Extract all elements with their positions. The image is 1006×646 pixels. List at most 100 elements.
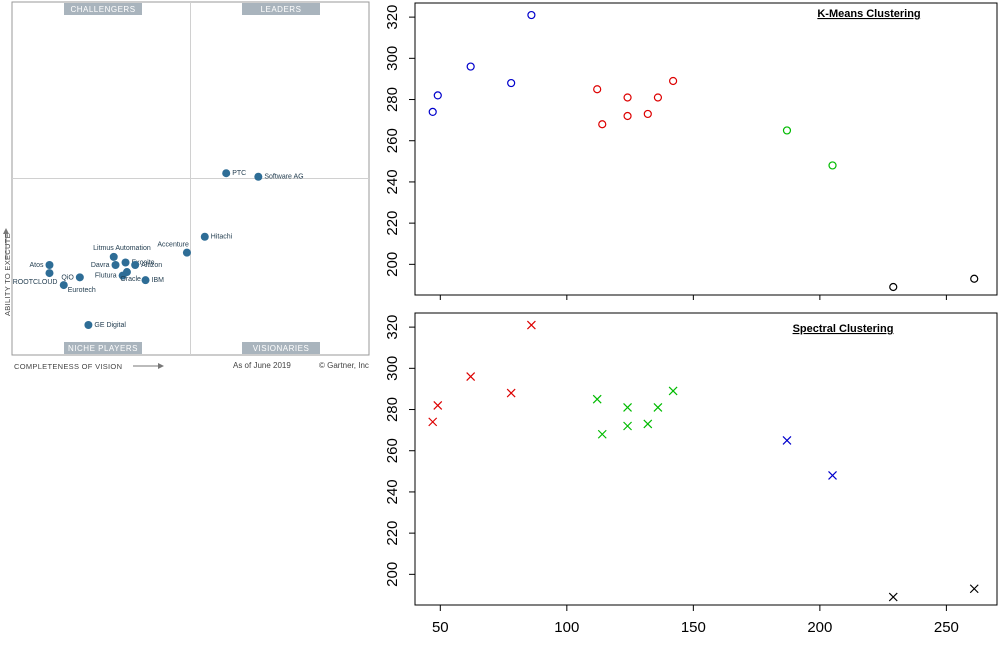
vendor-label-flutura: Flutura [95,273,117,280]
kmeans-y-tick-label: 320 [384,5,401,30]
vendor-point-oracle [122,268,131,277]
kmeans-y-tick-label: 280 [384,87,401,112]
vendor-point-rootcloud [45,269,54,278]
spectral-point-cluster-2 [668,386,678,396]
spectral-point-cluster-1 [526,320,536,330]
kmeans-point-cluster-1 [433,91,442,100]
kmeans-panel: K-Means Clustering 200 220 240 260 280 300 320 [384,2,998,300]
quadrant-label-visionaries: VISIONARIES [253,344,310,353]
vendor-point-hitachi [200,232,209,241]
kmeans-title: K-Means Clustering [817,8,920,20]
vendor-point-ge-digital [84,320,93,329]
spectral-y-tick-label: 300 [384,356,401,381]
vendor-point-litmus-automation [109,252,118,261]
mq-vendor-points: PTC Software AG Hitachi Accenture Litmus Aut… [13,169,304,329]
spectral-y-tick-label: 280 [384,397,401,422]
quadrant-badge-niche-players [64,342,142,354]
spectral-x-tick-label: 200 [807,619,832,636]
spectral-x-tick-label: 150 [681,619,706,636]
vendor-point-eurotech [59,281,68,290]
vendor-point-accenture [182,248,191,257]
spectral-point-cluster-1 [466,372,476,381]
spectral-x-tick-label: 250 [934,619,959,636]
quadrant-badge-leaders [242,3,320,15]
kmeans-point-cluster-2 [643,109,652,119]
quadrant-label-niche-players: NICHE PLAYERS [68,344,138,353]
spectral-plot-frame [414,312,998,606]
vendor-label-rootcloud: ROOTCLOUD [13,279,58,286]
quadrant-badge-challengers [64,3,142,15]
kmeans-point-cluster-2 [623,93,632,102]
mq-y-arrow-head [3,228,9,234]
spectral-y-tick-label: 220 [384,521,401,546]
spectral-point-cluster-2 [653,403,663,412]
spectral-x-axis: 50 100 150 200 250 [432,605,959,636]
kmeans-point-cluster-2 [669,76,678,86]
magic-quadrant-chart: CHALLENGERS LEADERS NICHE PLAYERS VISION… [3,1,370,371]
kmeans-point-cluster-1 [428,107,437,116]
spectral-y-axis: 200 220 240 260 280 300 320 [384,315,415,587]
spectral-point-cluster-2 [592,394,602,404]
kmeans-point-cluster-3 [828,161,837,170]
quadrant-badge-visionaries [242,342,320,354]
spectral-points [428,320,979,602]
vendor-label-altizon: Altizon [141,262,162,269]
spectral-y-tick-label: 260 [384,438,401,463]
spectral-point-cluster-1 [428,417,438,427]
kmeans-y-axis: 200 220 240 260 280 300 320 [384,5,415,277]
spectral-y-tick-label: 320 [384,315,401,340]
vendor-label-exosite: Exosite [132,260,155,267]
spectral-point-cluster-3 [782,436,792,445]
vendor-point-software-ag [254,172,263,181]
kmeans-points [428,10,979,292]
kmeans-point-cluster-2 [598,120,607,129]
mq-source-note: © Gartner, Inc [319,361,369,370]
spectral-x-tick-label: 50 [432,619,449,636]
kmeans-point-cluster-4 [970,274,979,283]
kmeans-plot-frame [414,2,998,296]
spectral-point-cluster-1 [433,400,443,410]
kmeans-point-cluster-2 [593,85,602,94]
spectral-point-cluster-2 [643,419,653,429]
kmeans-point-cluster-2 [623,111,632,121]
mq-x-axis-label: COMPLETENESS OF VISION [14,362,122,371]
spectral-panel: Spectral Clustering 200 220 240 260 280 300 32… [384,312,998,636]
spectral-y-tick-label: 200 [384,562,401,587]
mq-x-arrow-head [158,363,164,369]
vendor-label-davra: Davra [91,262,110,269]
spectral-point-cluster-1 [506,388,516,398]
vendor-label-litmus-automation: Litmus Automation [93,245,151,252]
vendor-label-ptc: PTC [232,170,246,177]
kmeans-y-tick-label: 260 [384,128,401,153]
spectral-x-tick-label: 100 [554,619,579,636]
vendor-label-atos: Atos [29,262,44,269]
vendor-point-qio [75,273,84,282]
vendor-label-eurotech: Eurotech [68,287,96,294]
vendor-point-atos [45,260,54,269]
vendor-label-qio: QiO [61,274,74,281]
vendor-point-ptc [222,169,231,178]
kmeans-point-cluster-4 [889,282,898,292]
kmeans-point-cluster-1 [466,62,475,71]
vendor-label-hitachi: Hitachi [211,234,233,241]
kmeans-point-cluster-1 [507,78,516,88]
vendor-label-ge-digital: GE Digital [94,322,126,329]
kmeans-point-cluster-3 [782,126,792,135]
kmeans-y-tick-label: 200 [384,252,401,277]
quadrant-label-leaders: LEADERS [261,5,302,14]
spectral-point-cluster-2 [623,421,632,431]
kmeans-point-cluster-1 [527,10,536,20]
spectral-point-cluster-2 [623,403,632,412]
mq-y-axis-label: ABILITY TO EXECUTE [3,233,12,316]
spectral-point-cluster-2 [597,429,607,439]
vendor-point-altizon [131,260,140,269]
kmeans-y-tick-label: 300 [384,46,401,71]
kmeans-y-tick-label: 220 [384,211,401,236]
quadrant-label-challengers: CHALLENGERS [70,5,135,14]
vendor-label-software-ag: Software AG [264,174,303,181]
spectral-point-cluster-4 [969,584,979,594]
vendor-label-ibm: IBM [152,277,165,284]
spectral-point-cluster-3 [828,471,837,480]
vendor-point-exosite [121,258,130,267]
